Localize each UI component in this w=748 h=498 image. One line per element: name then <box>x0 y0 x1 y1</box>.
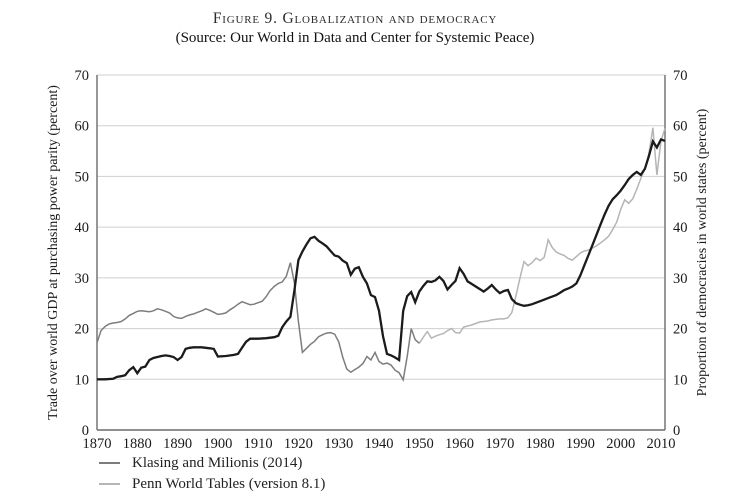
y-left-tick-40: 40 <box>75 220 90 236</box>
y-right-tick-70: 70 <box>673 68 688 84</box>
y-left-tick-60: 60 <box>75 119 90 135</box>
legend-swatch-light-line <box>99 483 120 485</box>
x-tick-2000: 2000 <box>606 436 635 452</box>
legend-label-penn-world-tables: Penn World Tables (version 8.1) <box>132 475 326 492</box>
legend-item-klasing-milionis: Klasing and Milionis (2014) <box>99 453 302 473</box>
y-right-tick-10: 10 <box>673 372 688 388</box>
series-trade-openness-1870-1949 <box>96 262 420 382</box>
legend-swatch-dark-line <box>99 462 120 464</box>
x-tick-1910: 1910 <box>244 436 273 452</box>
y-right-tick-30: 30 <box>673 271 688 287</box>
x-tick-1900: 1900 <box>203 436 232 452</box>
x-tick-1950: 1950 <box>405 436 434 452</box>
x-tick-1930: 1930 <box>324 436 353 452</box>
x-tick-1940: 1940 <box>364 436 393 452</box>
figure-title: Figure 9. Globalization and democracy <box>212 10 498 27</box>
x-tick-1920: 1920 <box>284 436 313 452</box>
x-tick-1870: 1870 <box>83 436 112 452</box>
x-tick-1970: 1970 <box>485 436 514 452</box>
y-right-tick-20: 20 <box>673 322 688 338</box>
x-tick-1890: 1890 <box>163 436 192 452</box>
y-axis-right-label: Proportion of democracies in world state… <box>695 108 710 396</box>
x-tick-1990: 1990 <box>566 436 595 452</box>
y-left-tick-50: 50 <box>75 169 90 185</box>
x-tick-1960: 1960 <box>445 436 474 452</box>
series-trade-openness-1950-2011 <box>418 127 666 344</box>
y-left-tick-20: 20 <box>75 322 90 338</box>
x-tick-2010: 2010 <box>646 436 675 452</box>
y-left-tick-70: 70 <box>75 68 90 84</box>
legend-item-penn-world-tables: Penn World Tables (version 8.1) <box>99 474 325 494</box>
series-democracy-share <box>97 137 666 381</box>
y-axis-left-label: Trade over world GDP at purchasing power… <box>46 85 61 420</box>
y-right-tick-50: 50 <box>673 169 688 185</box>
y-right-tick-60: 60 <box>673 119 688 135</box>
y-left-tick-30: 30 <box>75 271 90 287</box>
y-right-tick-0: 0 <box>673 423 680 439</box>
figure-source-subtitle: (Source: Our World in Data and Center fo… <box>175 30 535 46</box>
y-right-tick-40: 40 <box>673 220 688 236</box>
x-tick-1980: 1980 <box>526 436 555 452</box>
x-tick-1880: 1880 <box>123 436 152 452</box>
legend-label-klasing-milionis: Klasing and Milionis (2014) <box>132 454 303 471</box>
y-left-tick-10: 10 <box>75 372 90 388</box>
y-left-tick-0: 0 <box>82 423 89 439</box>
